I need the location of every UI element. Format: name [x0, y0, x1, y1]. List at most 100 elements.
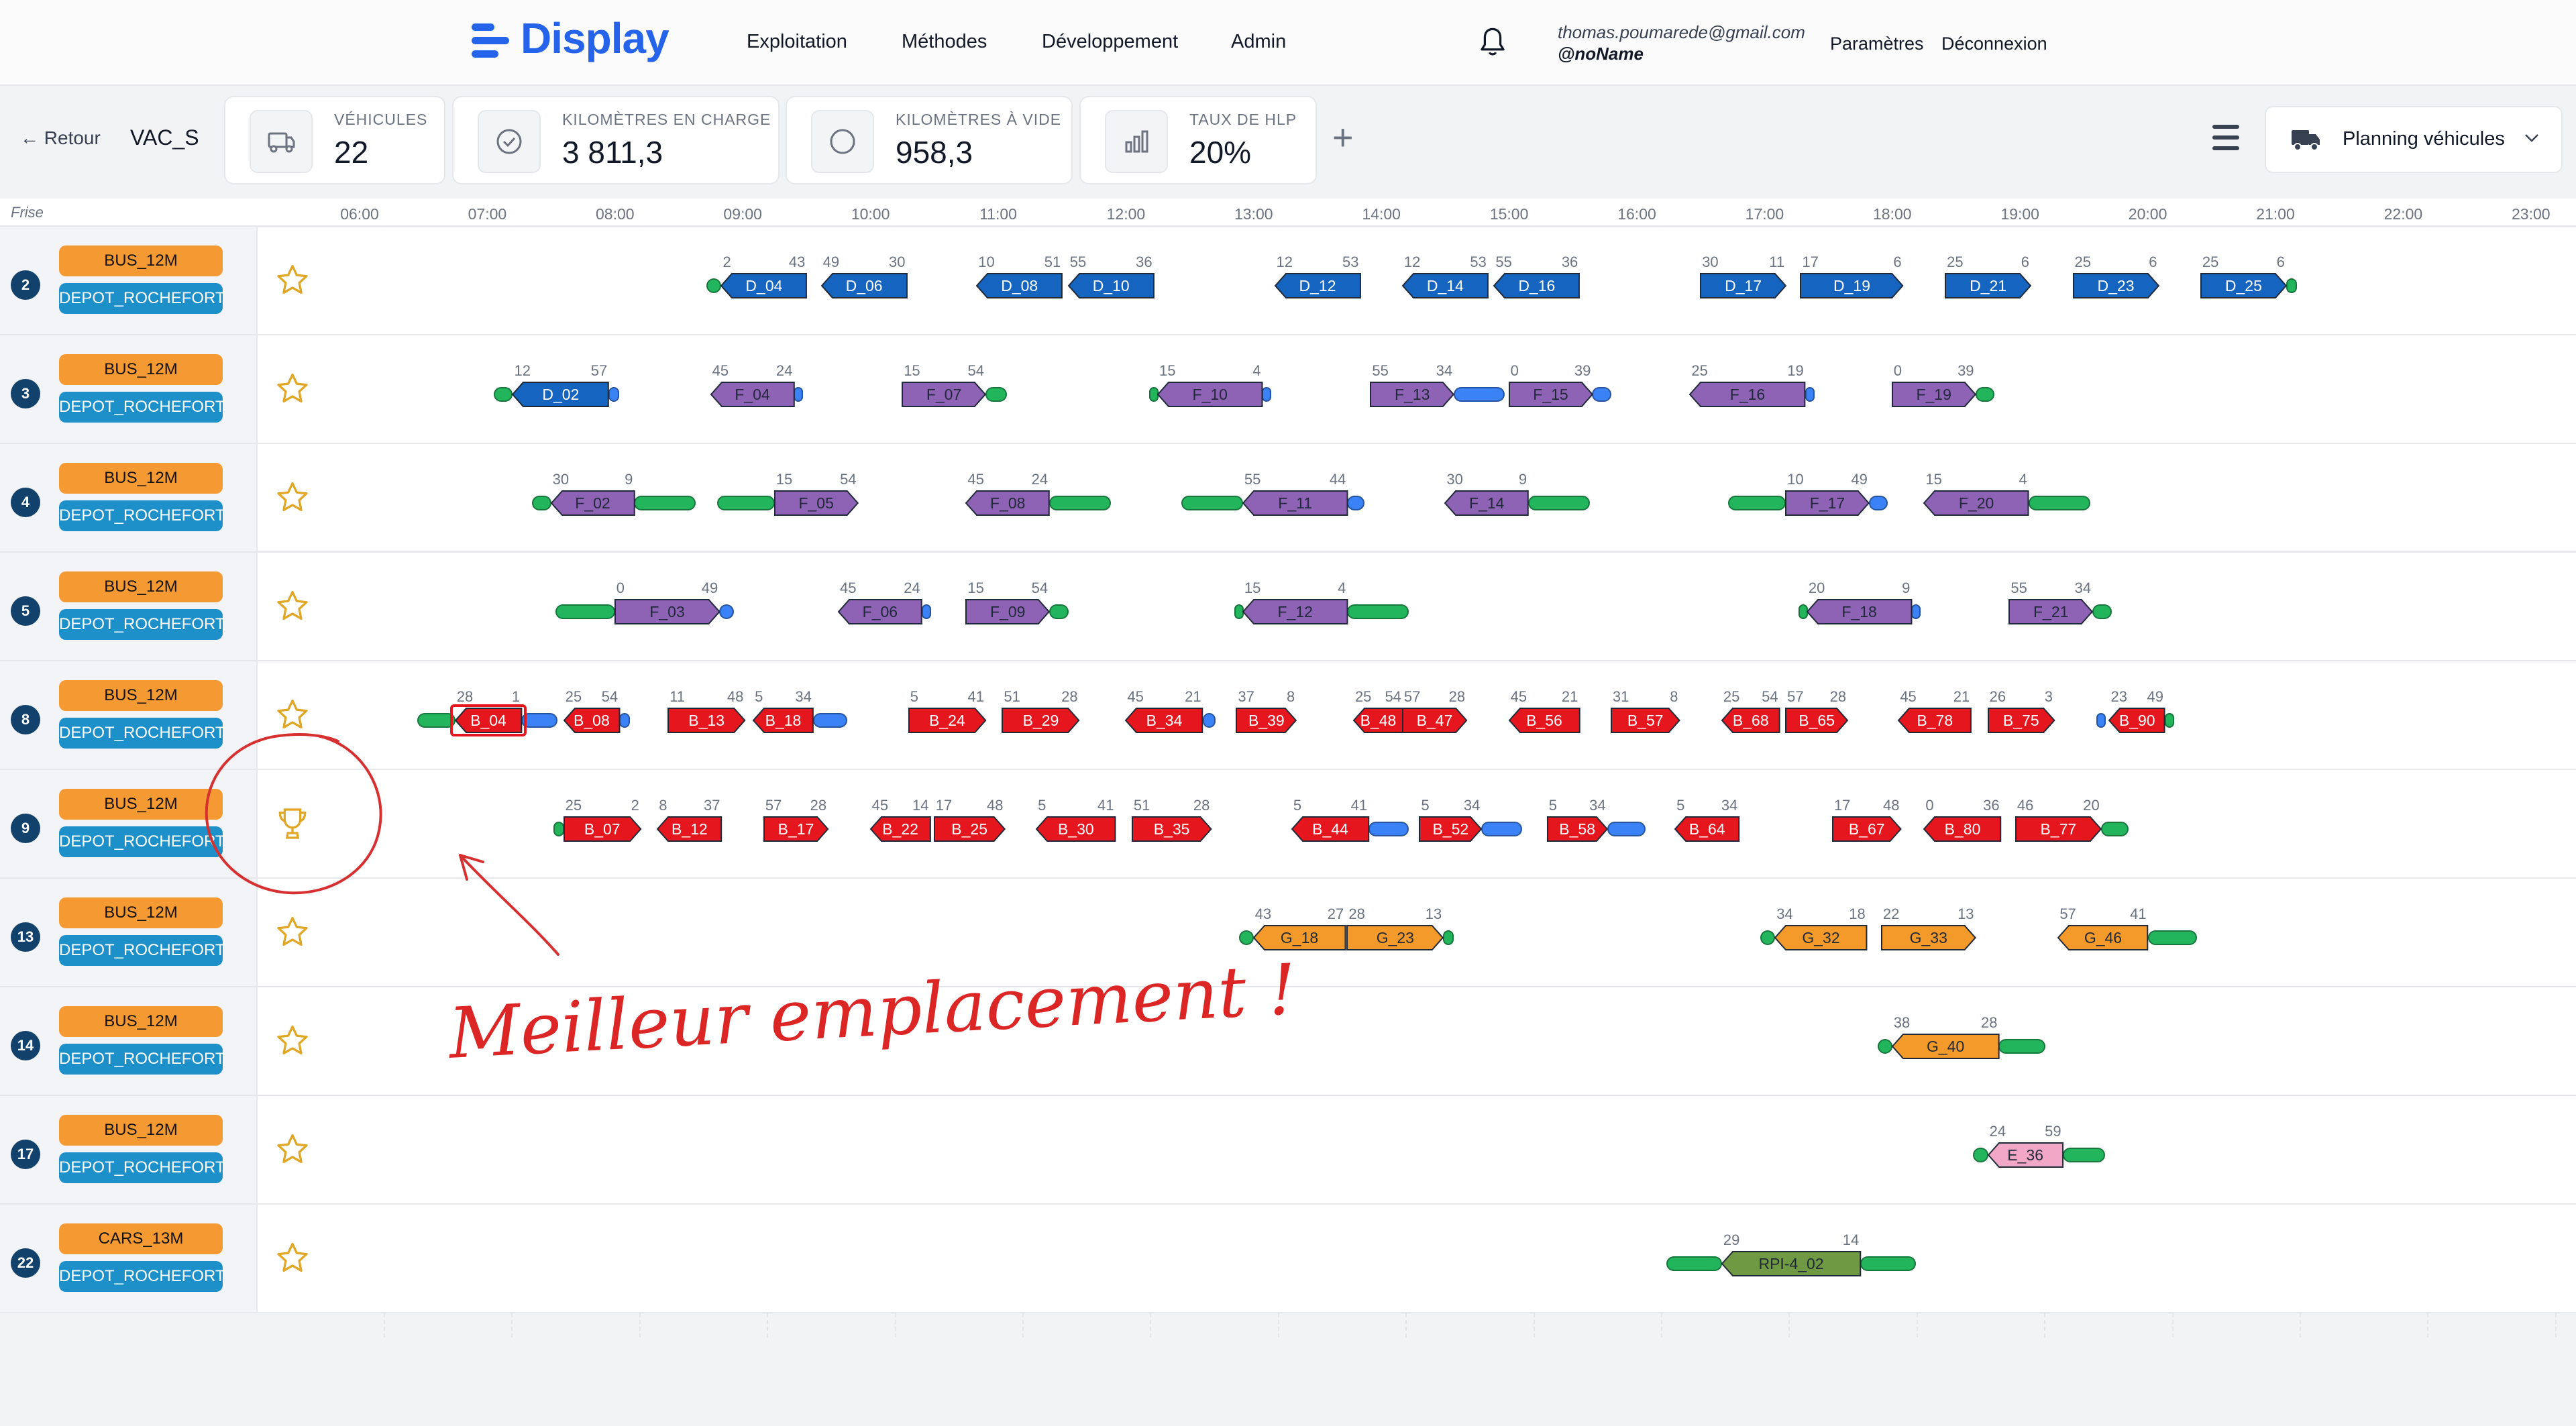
trip-block[interactable]: B_65 57 28	[1785, 688, 1849, 733]
star-icon[interactable]	[274, 588, 311, 625]
empty-run-bar-green[interactable]	[1877, 1039, 1892, 1054]
trip-block[interactable]: E_36 24 59	[1987, 1123, 2063, 1168]
empty-run-bar-blue[interactable]	[1202, 713, 1216, 728]
empty-run-bar-blue[interactable]	[812, 713, 847, 728]
trip-block[interactable]: B_78 45 21	[1897, 688, 1972, 733]
trip-block[interactable]: B_80 0 36	[1923, 797, 2002, 842]
empty-run-bar-blue[interactable]	[1607, 822, 1646, 836]
trip-block[interactable]: D_06 49 30	[820, 254, 908, 298]
star-icon[interactable]	[274, 262, 311, 299]
nav-admin[interactable]: Admin	[1231, 31, 1287, 52]
trip-block[interactable]: F_05 15 54	[773, 471, 859, 516]
empty-run-bar-blue[interactable]	[2096, 713, 2106, 728]
trip-block[interactable]: G_18 43 27	[1252, 906, 1346, 950]
empty-run-bar-green[interactable]	[717, 496, 775, 510]
trip-block[interactable]: G_40 38 28	[1891, 1014, 2000, 1059]
trip-block[interactable]: B_34 45 21	[1125, 688, 1203, 733]
empty-run-bar-green[interactable]	[555, 604, 615, 619]
trip-block[interactable]: F_20 15 4	[1923, 471, 2029, 516]
empty-run-bar-blue[interactable]	[1911, 604, 1921, 619]
trip-block[interactable]: F_18 20 9	[1806, 580, 1913, 624]
empty-run-bar-green[interactable]	[532, 496, 551, 510]
app-logo[interactable]: Display	[521, 14, 669, 62]
empty-run-bar-blue[interactable]	[1868, 496, 1888, 510]
trip-block[interactable]: G_23 28 13	[1346, 906, 1444, 950]
trip-block[interactable]: B_29 51 28	[1002, 688, 1080, 733]
trip-block[interactable]: F_04 45 24	[710, 362, 795, 407]
empty-run-bar-green[interactable]	[493, 387, 513, 402]
trip-block[interactable]: F_02 30 9	[550, 471, 635, 516]
logout-link[interactable]: Déconnexion	[1941, 34, 2047, 54]
empty-run-bar-blue[interactable]	[1262, 387, 1272, 402]
trip-block[interactable]: D_14 12 53	[1401, 254, 1489, 298]
empty-run-bar-green[interactable]	[2062, 1148, 2106, 1162]
trip-block[interactable]: D_10 55 36	[1067, 254, 1155, 298]
trip-block[interactable]: B_13 11 48	[667, 688, 746, 733]
trip-block[interactable]: D_19 17 6	[1800, 254, 1904, 298]
empty-run-bar-green[interactable]	[2100, 822, 2129, 836]
trip-block[interactable]: B_77 46 20	[2015, 797, 2102, 842]
star-icon[interactable]	[274, 696, 311, 734]
trip-block[interactable]: D_16 55 36	[1493, 254, 1580, 298]
trip-block[interactable]: RPI-4_02 29 14	[1721, 1231, 1862, 1276]
add-kpi-button[interactable]: +	[1332, 117, 1354, 158]
trip-block[interactable]: B_07 25 2	[563, 797, 642, 842]
trip-block[interactable]: F_10 15 4	[1157, 362, 1263, 407]
empty-run-bar-green[interactable]	[1666, 1256, 1722, 1271]
empty-run-bar-green[interactable]	[1443, 930, 1454, 945]
empty-run-bar-green[interactable]	[1973, 1148, 1988, 1162]
trip-block[interactable]: B_12 8 37	[656, 797, 722, 842]
star-icon[interactable]	[274, 370, 311, 408]
empty-run-bar-green[interactable]	[1760, 930, 1776, 945]
back-link[interactable]: ← Retour	[20, 127, 101, 148]
trip-block[interactable]: D_25 25 6	[2200, 254, 2288, 298]
empty-run-bar-green[interactable]	[1347, 604, 1409, 619]
empty-run-bar-green[interactable]	[2164, 713, 2174, 728]
trip-block[interactable]: G_46 57 41	[2057, 906, 2149, 950]
star-icon[interactable]	[274, 479, 311, 516]
trophy-icon[interactable]	[274, 805, 311, 842]
empty-run-bar-blue[interactable]	[1805, 387, 1815, 402]
empty-run-bar-green[interactable]	[1049, 604, 1069, 619]
trip-block[interactable]: D_17 30 11	[1700, 254, 1787, 298]
trip-block[interactable]: B_90 23 49	[2108, 688, 2165, 733]
star-icon[interactable]	[274, 1131, 311, 1168]
trip-block[interactable]: B_58 5 34	[1546, 797, 1608, 842]
trip-block[interactable]: B_35 51 28	[1131, 797, 1212, 842]
trip-block[interactable]: B_17 57 28	[763, 797, 829, 842]
trip-block[interactable]: F_17 10 49	[1785, 471, 1870, 516]
nav-exploitation[interactable]: Exploitation	[747, 31, 847, 52]
empty-run-bar-blue[interactable]	[521, 713, 558, 728]
trip-block[interactable]: B_04 28 1	[449, 688, 527, 736]
empty-run-bar-green[interactable]	[1181, 496, 1243, 510]
empty-run-bar-blue[interactable]	[1368, 822, 1409, 836]
empty-run-bar-blue[interactable]	[619, 713, 630, 728]
trip-block[interactable]: G_33 22 13	[1880, 906, 1976, 950]
star-icon[interactable]	[274, 914, 311, 951]
trip-block[interactable]: F_03 0 49	[614, 580, 720, 624]
empty-run-bar-green[interactable]	[553, 822, 564, 836]
empty-run-bar-green[interactable]	[1860, 1256, 1916, 1271]
empty-run-bar-green[interactable]	[985, 387, 1007, 402]
empty-run-bar-green[interactable]	[706, 278, 722, 293]
trip-block[interactable]: F_15 0 39	[1508, 362, 1593, 407]
trip-block[interactable]: B_67 17 48	[1831, 797, 1902, 842]
trip-block[interactable]: D_04 2 43	[720, 254, 808, 298]
trip-block[interactable]: B_57 31 8	[1610, 688, 1680, 733]
star-icon[interactable]	[274, 1022, 311, 1060]
trip-block[interactable]: B_75 26 3	[1987, 688, 2055, 733]
trip-block[interactable]: F_08 45 24	[965, 471, 1051, 516]
trip-block[interactable]: G_32 34 18	[1774, 906, 1868, 950]
empty-run-bar-green[interactable]	[1238, 930, 1254, 945]
trip-block[interactable]: B_68 25 54	[1721, 688, 1780, 733]
empty-run-bar-blue[interactable]	[794, 387, 804, 402]
trip-block[interactable]: F_11 55 44	[1242, 471, 1348, 516]
trip-block[interactable]: F_06 45 24	[837, 580, 922, 624]
empty-run-bar-blue[interactable]	[1481, 822, 1522, 836]
trip-block[interactable]: B_52 5 34	[1419, 797, 1483, 842]
empty-run-bar-blue[interactable]	[1347, 496, 1364, 510]
trip-block[interactable]: B_30 5 41	[1035, 797, 1116, 842]
trip-block[interactable]: B_44 5 41	[1291, 797, 1370, 842]
empty-run-bar-blue[interactable]	[608, 387, 620, 402]
trip-block[interactable]: F_19 0 39	[1891, 362, 1976, 407]
